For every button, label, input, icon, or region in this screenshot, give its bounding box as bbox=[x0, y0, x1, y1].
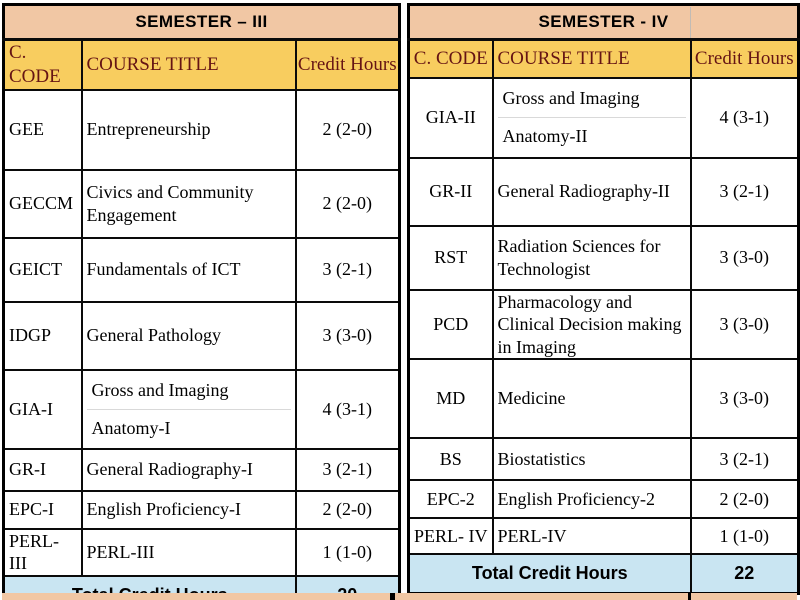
credit-hours: 4 (3-1) bbox=[294, 368, 401, 450]
table-row: GIA-II Gross and Imaging Anatomy-II 4 (3… bbox=[407, 76, 800, 159]
semester-4-column-header-row: C. CODE COURSE TITLE Credit Hours bbox=[407, 38, 800, 79]
semester-3-header-row: SEMESTER – III bbox=[2, 3, 401, 41]
course-code: GECCM bbox=[2, 168, 83, 239]
course-title: General Radiography-II bbox=[491, 156, 692, 227]
course-code: GR-I bbox=[2, 447, 83, 492]
course-title: English Proficiency-2 bbox=[491, 479, 692, 519]
total-credit-hours-label: Total Credit Hours bbox=[407, 553, 692, 594]
faint-column-divider bbox=[690, 7, 691, 38]
col-header-credit-hours: Credit Hours bbox=[689, 38, 800, 79]
course-title-line-1: Gross and Imaging bbox=[497, 80, 686, 118]
strip-divider-line bbox=[688, 593, 691, 600]
credit-hours: 3 (2-1) bbox=[294, 236, 401, 303]
course-title: Entrepreneurship bbox=[80, 88, 297, 171]
credit-hours: 3 (3-0) bbox=[294, 300, 401, 371]
course-title-line-2: Anatomy-II bbox=[502, 126, 588, 147]
credit-hours: 3 (3-0) bbox=[689, 288, 800, 360]
table-row: GIA-I Gross and Imaging Anatomy-I 4 (3-1… bbox=[2, 368, 401, 450]
col-header-credit-hours: Credit Hours bbox=[294, 38, 401, 91]
course-title: Medicine bbox=[491, 358, 692, 439]
course-code: GR-II bbox=[407, 156, 494, 227]
credit-hours: 4 (3-1) bbox=[689, 76, 800, 159]
semester-4-total-row: Total Credit Hours 22 bbox=[407, 553, 800, 594]
course-code: GIA-I bbox=[2, 368, 83, 450]
course-code: EPC-2 bbox=[407, 479, 494, 519]
course-title: Fundamentals of ICT bbox=[80, 236, 297, 303]
semester-4-title: SEMESTER - IV bbox=[407, 3, 800, 41]
col-header-course-title: COURSE TITLE bbox=[491, 38, 692, 79]
semester-3-title: SEMESTER – III bbox=[2, 3, 401, 41]
table-row: PCD Pharmacology and Clinical Decision m… bbox=[407, 288, 800, 360]
course-code: PCD bbox=[407, 288, 494, 360]
credit-hours: 3 (3-0) bbox=[689, 224, 800, 291]
credit-hours: 2 (2-0) bbox=[689, 479, 800, 519]
col-header-code: C. CODE bbox=[407, 38, 494, 79]
credit-hours: 2 (2-0) bbox=[294, 88, 401, 171]
course-title-line-1: Gross and Imaging bbox=[86, 372, 291, 410]
next-section-strip bbox=[2, 593, 797, 600]
semester-4-header-row: SEMESTER - IV bbox=[407, 3, 800, 41]
credit-hours: 1 (1-0) bbox=[294, 527, 401, 577]
course-title: Radiation Sciences for Technologist bbox=[491, 224, 692, 291]
credit-hours: 3 (2-1) bbox=[689, 156, 800, 227]
course-code: EPC-I bbox=[2, 489, 83, 530]
credit-hours: 2 (2-0) bbox=[294, 168, 401, 239]
table-row: GEE Entrepreneurship 2 (2-0) bbox=[2, 88, 401, 171]
table-row: GR-I General Radiography-I 3 (2-1) bbox=[2, 447, 401, 492]
course-title: English Proficiency-I bbox=[80, 489, 297, 530]
semester-4-table: SEMESTER - IV C. CODE COURSE TITLE Credi… bbox=[407, 3, 800, 595]
table-row: EPC-I English Proficiency-I 2 (2-0) bbox=[2, 489, 401, 530]
course-code: GEICT bbox=[2, 236, 83, 303]
course-title: Biostatistics bbox=[491, 437, 692, 481]
course-title: General Radiography-I bbox=[80, 447, 297, 492]
course-title: PERL-IV bbox=[491, 517, 692, 555]
credit-hours: 3 (2-1) bbox=[294, 447, 401, 492]
total-credit-hours-value: 22 bbox=[689, 553, 800, 594]
course-title: General Pathology bbox=[80, 300, 297, 371]
credit-hours: 3 (3-0) bbox=[689, 358, 800, 439]
table-row: BS Biostatistics 3 (2-1) bbox=[407, 437, 800, 481]
course-code: BS bbox=[407, 437, 494, 481]
course-title: Gross and Imaging Anatomy-II bbox=[491, 76, 692, 159]
table-row: IDGP General Pathology 3 (3-0) bbox=[2, 300, 401, 371]
credit-hours: 2 (2-0) bbox=[294, 489, 401, 530]
course-code: RST bbox=[407, 224, 494, 291]
table-row: PERL- III PERL-III 1 (1-0) bbox=[2, 527, 401, 577]
credit-hours: 3 (2-1) bbox=[689, 437, 800, 481]
course-code: PERL- III bbox=[2, 527, 83, 577]
credit-hours: 1 (1-0) bbox=[689, 517, 800, 555]
course-code: IDGP bbox=[2, 300, 83, 371]
table-row: GEICT Fundamentals of ICT 3 (2-1) bbox=[2, 236, 401, 303]
course-title-line-2: Anatomy-I bbox=[91, 417, 171, 438]
course-code: MD bbox=[407, 358, 494, 439]
col-header-course-title: COURSE TITLE bbox=[80, 38, 297, 91]
course-code: GEE bbox=[2, 88, 83, 171]
table-row: GR-II General Radiography-II 3 (2-1) bbox=[407, 156, 800, 227]
table-row: PERL- IV PERL-IV 1 (1-0) bbox=[407, 517, 800, 555]
course-title: Pharmacology and Clinical Decision makin… bbox=[491, 288, 692, 360]
course-code: PERL- IV bbox=[407, 517, 494, 555]
course-title: Civics and Community Engagement bbox=[80, 168, 297, 239]
course-code: GIA-II bbox=[407, 76, 494, 159]
semester-3-column-header-row: C. CODE COURSE TITLE Credit Hours bbox=[2, 38, 401, 91]
table-row: RST Radiation Sciences for Technologist … bbox=[407, 224, 800, 291]
table-row: MD Medicine 3 (3-0) bbox=[407, 358, 800, 439]
strip-divider-line bbox=[390, 593, 395, 600]
semester-tables: SEMESTER – III C. CODE COURSE TITLE Cred… bbox=[2, 3, 800, 600]
col-header-code: C. CODE bbox=[2, 38, 83, 91]
course-title: PERL-III bbox=[80, 527, 297, 577]
course-title: Gross and Imaging Anatomy-I bbox=[80, 368, 297, 450]
table-row: GECCM Civics and Community Engagement 2 … bbox=[2, 168, 401, 239]
semester-3-table: SEMESTER – III C. CODE COURSE TITLE Cred… bbox=[2, 3, 401, 600]
table-row: EPC-2 English Proficiency-2 2 (2-0) bbox=[407, 479, 800, 519]
